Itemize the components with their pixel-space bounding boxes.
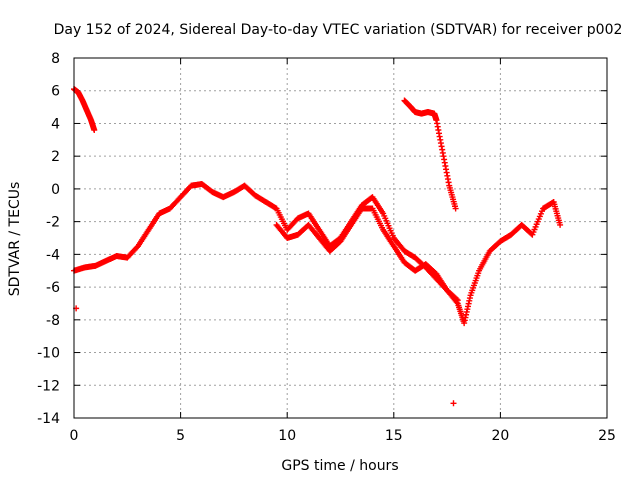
- y-tick-label: -2: [46, 215, 60, 231]
- chart-title: Day 152 of 2024, Sidereal Day-to-day VTE…: [54, 22, 623, 38]
- x-tick-label: 25: [598, 428, 616, 444]
- y-axis-label: SDTVAR / TECUs: [7, 182, 23, 297]
- data-point: [91, 127, 98, 133]
- plot-frame: [73, 57, 608, 419]
- y-tick-label: -10: [37, 346, 60, 362]
- series-outliers: [73, 305, 457, 407]
- series-start-segment: [71, 86, 98, 133]
- data-point: [453, 296, 460, 303]
- y-tick-label: 0: [51, 182, 60, 198]
- x-tick-label: 15: [385, 428, 403, 444]
- data-point: [454, 297, 461, 304]
- x-tick-label: 0: [70, 428, 79, 444]
- y-tick-label: 8: [51, 51, 60, 67]
- y-tick-label: 4: [51, 116, 60, 132]
- data-point: [450, 400, 457, 407]
- y-tick-label: -4: [46, 247, 60, 263]
- y-tick-label: -14: [37, 411, 60, 427]
- data-point: [557, 221, 564, 228]
- series-lower-band: [273, 205, 461, 304]
- y-tick-label: -8: [46, 313, 60, 329]
- x-tick-label: 5: [176, 428, 185, 444]
- y-tick-label: -12: [37, 378, 60, 394]
- x-axis-label: GPS time / hours: [281, 458, 398, 474]
- x-tick-label: 10: [278, 428, 296, 444]
- data-points: [71, 86, 564, 407]
- data-point: [452, 205, 459, 212]
- y-tick-label: -6: [46, 280, 60, 296]
- y-tick-label: 2: [51, 149, 60, 165]
- series-main-arc: [71, 181, 564, 327]
- y-tick-label: 6: [51, 84, 60, 100]
- series-late-segment: [401, 97, 459, 212]
- x-tick-label: 20: [491, 428, 509, 444]
